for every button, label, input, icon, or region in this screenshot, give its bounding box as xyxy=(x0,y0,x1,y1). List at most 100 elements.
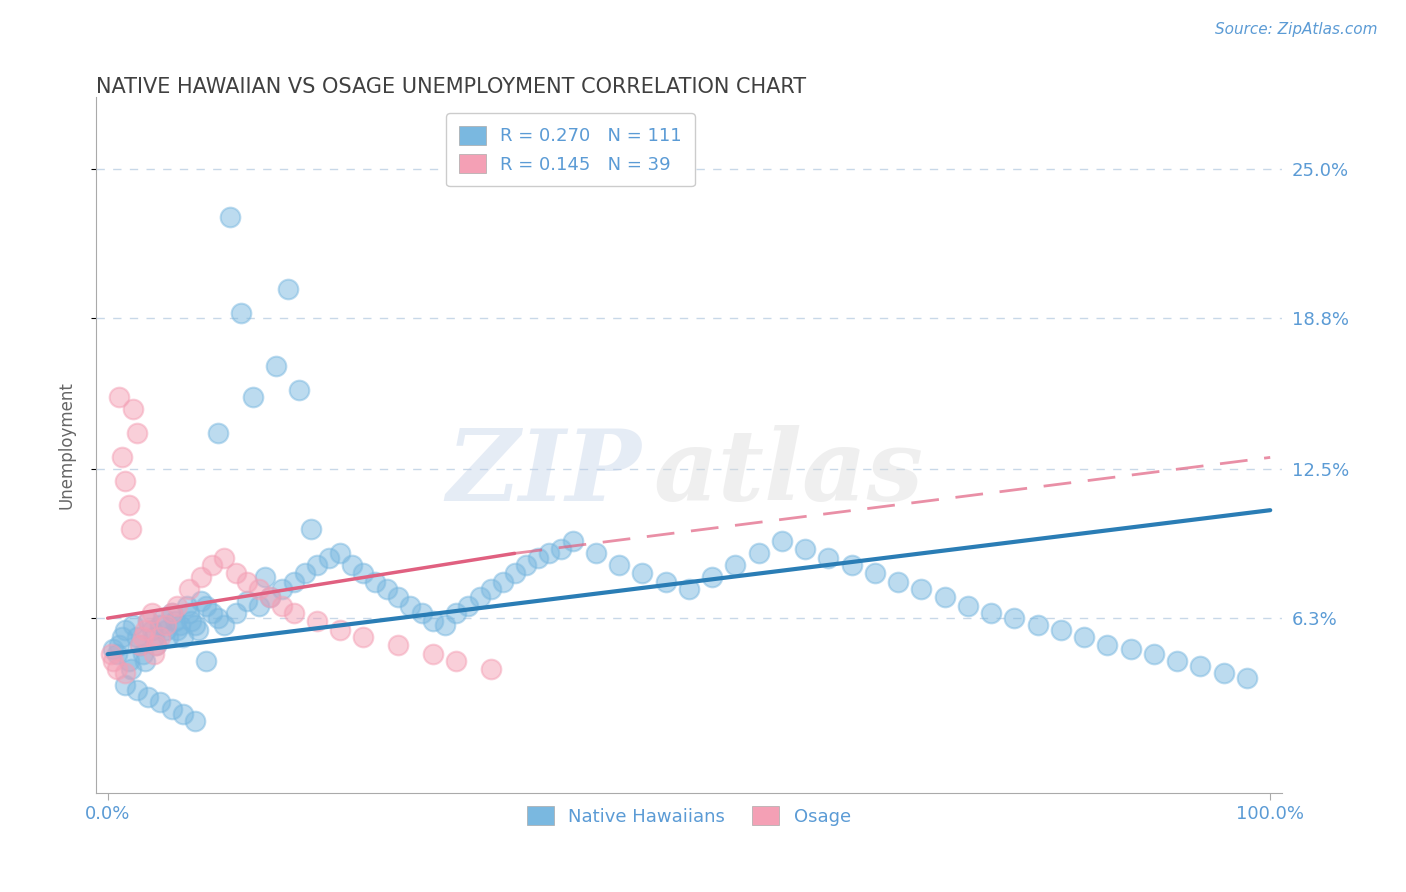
Point xyxy=(114,666,136,681)
Point xyxy=(329,546,352,560)
Point xyxy=(841,558,863,573)
Point xyxy=(134,623,156,637)
Point xyxy=(1097,638,1119,652)
Point xyxy=(201,558,224,573)
Point xyxy=(165,614,187,628)
Point xyxy=(585,546,607,560)
Point xyxy=(136,614,159,628)
Point xyxy=(141,607,163,621)
Point xyxy=(329,623,352,637)
Point xyxy=(207,426,229,441)
Point xyxy=(207,611,229,625)
Point xyxy=(1236,671,1258,685)
Point xyxy=(141,623,163,637)
Point xyxy=(136,690,159,705)
Point xyxy=(457,599,479,614)
Point xyxy=(122,618,145,632)
Point xyxy=(411,607,433,621)
Point xyxy=(117,654,139,668)
Point xyxy=(129,638,152,652)
Point xyxy=(177,582,200,597)
Point xyxy=(305,614,328,628)
Point xyxy=(271,582,294,597)
Point xyxy=(114,475,136,489)
Point xyxy=(108,638,131,652)
Point xyxy=(1073,631,1095,645)
Point xyxy=(399,599,422,614)
Point xyxy=(131,647,153,661)
Point xyxy=(169,618,191,632)
Point xyxy=(247,582,270,597)
Title: NATIVE HAWAIIAN VS OSAGE UNEMPLOYMENT CORRELATION CHART: NATIVE HAWAIIAN VS OSAGE UNEMPLOYMENT CO… xyxy=(96,78,806,97)
Point xyxy=(748,546,770,560)
Point xyxy=(131,631,153,645)
Point xyxy=(305,558,328,573)
Point xyxy=(538,546,561,560)
Point xyxy=(607,558,630,573)
Point xyxy=(100,647,122,661)
Point xyxy=(503,566,526,580)
Point xyxy=(149,631,172,645)
Point xyxy=(120,522,142,536)
Point xyxy=(149,618,172,632)
Point xyxy=(277,282,299,296)
Point xyxy=(236,575,259,590)
Point xyxy=(184,618,207,632)
Point xyxy=(1004,611,1026,625)
Point xyxy=(103,642,125,657)
Point xyxy=(136,614,159,628)
Point xyxy=(212,551,235,566)
Point xyxy=(770,534,793,549)
Point xyxy=(187,623,209,637)
Text: Source: ZipAtlas.com: Source: ZipAtlas.com xyxy=(1215,22,1378,37)
Point xyxy=(515,558,537,573)
Point xyxy=(294,566,316,580)
Point xyxy=(526,551,548,566)
Point xyxy=(155,623,177,637)
Point xyxy=(863,566,886,580)
Point xyxy=(114,623,136,637)
Point xyxy=(479,582,502,597)
Point xyxy=(125,631,148,645)
Point xyxy=(387,638,409,652)
Point xyxy=(654,575,676,590)
Point xyxy=(212,618,235,632)
Point xyxy=(794,541,817,556)
Point xyxy=(225,566,247,580)
Point xyxy=(724,558,747,573)
Point xyxy=(283,575,305,590)
Point xyxy=(1119,642,1142,657)
Y-axis label: Unemployment: Unemployment xyxy=(58,382,75,509)
Point xyxy=(190,570,212,584)
Point xyxy=(125,426,148,441)
Point xyxy=(177,607,200,621)
Point xyxy=(479,662,502,676)
Point xyxy=(259,590,281,604)
Point xyxy=(160,607,183,621)
Point xyxy=(108,391,131,405)
Point xyxy=(910,582,932,597)
Point xyxy=(446,607,468,621)
Point xyxy=(468,590,491,604)
Point xyxy=(352,566,374,580)
Point xyxy=(299,522,322,536)
Point xyxy=(195,599,218,614)
Point xyxy=(110,631,132,645)
Point xyxy=(702,570,724,584)
Point xyxy=(231,306,253,320)
Point xyxy=(817,551,839,566)
Point xyxy=(1026,618,1049,632)
Point xyxy=(288,383,311,397)
Point xyxy=(1166,654,1188,668)
Point xyxy=(980,607,1002,621)
Point xyxy=(242,391,264,405)
Point xyxy=(125,683,148,698)
Point xyxy=(225,607,247,621)
Point xyxy=(1050,623,1073,637)
Point xyxy=(446,654,468,668)
Point xyxy=(283,607,305,621)
Point xyxy=(180,614,202,628)
Point xyxy=(422,614,444,628)
Point xyxy=(247,599,270,614)
Point xyxy=(956,599,979,614)
